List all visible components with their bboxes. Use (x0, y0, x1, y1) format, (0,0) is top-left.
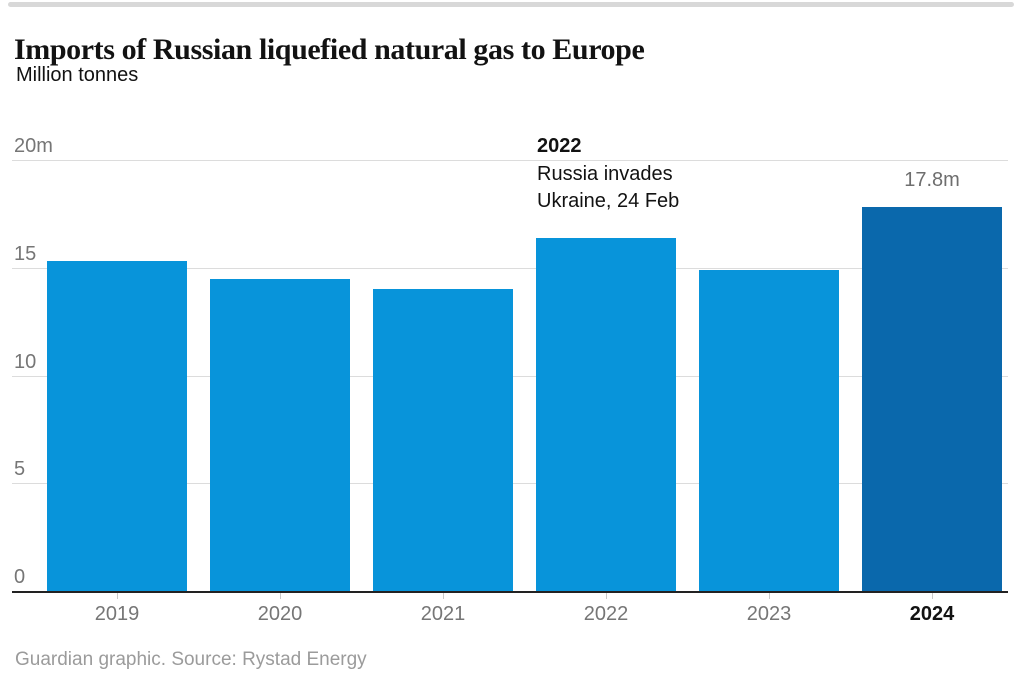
bar-2020 (210, 278, 350, 591)
y-axis-label-0: 0 (14, 566, 26, 588)
gridline-15 (12, 267, 1008, 269)
event-annotation: 2022 Russia invades Ukraine, 24 Feb (537, 133, 757, 216)
bar-2021 (373, 289, 513, 591)
x-tick-2020 (280, 593, 281, 599)
chart-subtitle: Million tonnes (16, 64, 139, 86)
bar-2024 (862, 207, 1002, 591)
x-axis-baseline (12, 591, 1008, 593)
x-tick-2021 (443, 593, 444, 599)
x-tick-2019 (117, 593, 118, 599)
y-axis-label-10: 10 (14, 350, 37, 373)
x-tick-2024 (932, 593, 933, 599)
y-axis-label-5: 5 (14, 458, 26, 481)
x-axis-label-2022: 2022 (583, 603, 629, 625)
x-axis-label-2024: 2024 (909, 603, 955, 625)
annotation-year: 2022 (537, 135, 582, 157)
x-tick-2023 (769, 593, 770, 599)
gridline-20m (12, 160, 1008, 161)
y-axis-label-20m: 20m (14, 135, 53, 157)
y-axis-label-15: 15 (14, 242, 37, 265)
bar-2023 (699, 269, 839, 591)
source-credit: Guardian graphic. Source: Rystad Energy (15, 649, 367, 670)
x-axis-label-2019: 2019 (94, 603, 140, 625)
annotation-line1: Russia invades (537, 162, 673, 185)
x-axis-label-2021: 2021 (420, 603, 466, 625)
x-tick-2022 (606, 593, 607, 599)
x-axis-label-2023: 2023 (746, 603, 792, 625)
chart-title: Imports of Russian liquefied natural gas… (14, 33, 645, 67)
bar-2019 (47, 261, 187, 591)
x-axis-label-2020: 2020 (257, 603, 303, 625)
annotation-line2: Ukraine, 24 Feb (537, 190, 680, 212)
top-divider-bar (8, 2, 1014, 7)
bar-2022 (536, 237, 676, 591)
bar-value-label: 17.8m (904, 169, 960, 192)
